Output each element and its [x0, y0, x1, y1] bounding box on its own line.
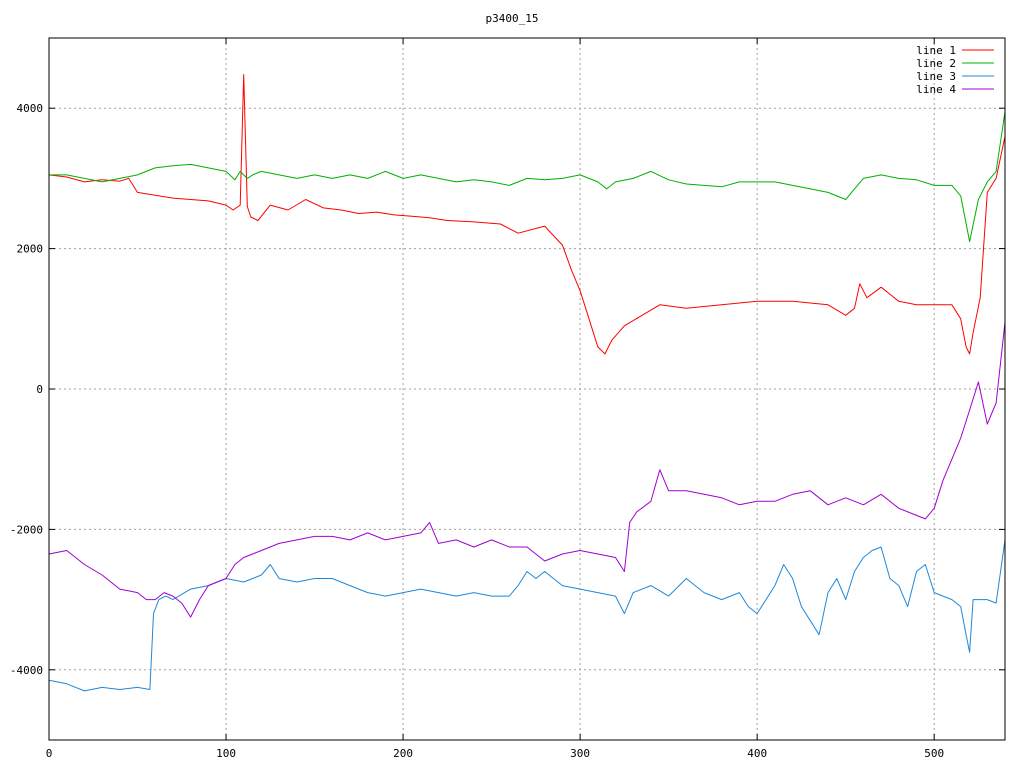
- legend-label-2: line 2: [916, 57, 956, 70]
- y-tick-label: 2000: [17, 243, 44, 256]
- x-tick-label: 200: [393, 747, 413, 760]
- grid-lines: [49, 38, 1005, 740]
- series-line-4: [48, 322, 1006, 618]
- x-tick-label: 500: [924, 747, 944, 760]
- axis-ticks: 0 100 200 300 400 500 -4000 -2000 0 2000 4000: [10, 38, 1005, 760]
- y-tick-label: -2000: [10, 523, 43, 536]
- legend-label-4: line 4: [916, 83, 956, 96]
- chart-title: p3400_15: [486, 12, 539, 25]
- y-tick-label: 4000: [17, 102, 44, 115]
- plot-frame: [48, 37, 1006, 741]
- y-tick-label: -4000: [10, 664, 43, 677]
- x-tick-label: 300: [570, 747, 590, 760]
- series-line-1: [48, 74, 1006, 355]
- x-tick-label: 400: [747, 747, 767, 760]
- series-line-2: [49, 111, 1006, 243]
- x-tick-label: 100: [216, 747, 236, 760]
- x-tick-label: 0: [46, 747, 53, 760]
- y-tick-label: 0: [36, 383, 43, 396]
- legend-label-1: line 1: [916, 44, 956, 57]
- series-lines: [48, 74, 1006, 692]
- legend-label-3: line 3: [916, 70, 956, 83]
